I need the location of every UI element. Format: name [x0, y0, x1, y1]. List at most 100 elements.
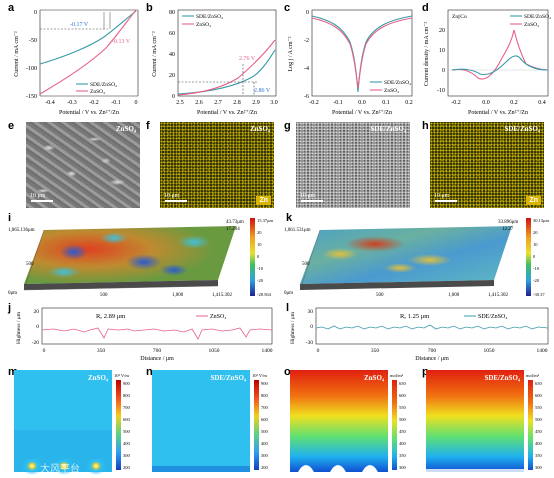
chart-d-legend-znso4: ZnSO₄	[524, 22, 539, 28]
surface-map-znso4: 1,065.136μm 43.73μm 17.204 500 0μm 500 1…	[8, 218, 274, 298]
sim-m-tick: 900	[123, 381, 131, 386]
panel-label-h: h	[422, 120, 429, 132]
surface-map-sde: 1,061.531μm 33.896μm 12.27 500 0μm 500 1…	[284, 218, 550, 298]
watermark: 大风平台	[40, 464, 80, 475]
sim-n-tick: 200	[261, 465, 269, 470]
surface-k-top-left: 1,061.531μm	[284, 228, 311, 233]
surface-k-origin: 0μm	[284, 291, 293, 296]
chart-c-xtick: 0.2	[405, 100, 413, 106]
surface-k-x1000: 1,000	[448, 293, 460, 298]
surface-i-cbar: -28.564	[257, 292, 272, 297]
surface-k-xmid: 500	[376, 293, 384, 298]
sim-p-unit: mol/m³	[526, 373, 540, 378]
sim-m-tick: 200	[123, 465, 131, 470]
chart-d-legend-sde: SDE/ZnSO₄	[524, 14, 551, 20]
chart-c-ylabel: Log j / A cm⁻²	[288, 36, 294, 71]
panel-label-n: n	[146, 366, 153, 378]
panel-label-m: m	[8, 366, 18, 378]
surface-k-ymid: 500	[302, 262, 310, 267]
profile-sde: SDE/ZnSO₄ Rₐ 1.25 μm 30 0 -30 0 350 700 …	[290, 307, 549, 362]
sim-o-tick: 550	[399, 405, 407, 410]
chart-c-legend-sde: SDE/ZnSO₄	[384, 80, 411, 86]
profile-j-xtick: 1050	[209, 348, 220, 354]
panel-label-k: k	[286, 212, 293, 224]
chart-a-xtick: 0	[135, 100, 138, 106]
profile-j-ytick: 0	[36, 324, 39, 330]
sim-o-tick: 650	[399, 381, 407, 386]
profile-l-xlabel: Distance / μm	[415, 356, 449, 362]
chart-b-xtick: 3.0	[270, 100, 278, 106]
chart-d-ytick: 0	[442, 68, 445, 74]
panel-label-a: a	[8, 2, 15, 14]
eds-map-znso4: ZnSO₄ 10 μm Zn	[160, 122, 274, 208]
chart-c-xtick: 0.0	[358, 100, 366, 106]
simulation-field-sde: SDE/ZnSO₄ 10³ V/m 900 800 700 600 500 40…	[152, 370, 269, 472]
chart-a-ytick: 0	[34, 10, 37, 16]
sim-p-tick: 300	[535, 465, 543, 470]
surface-k-cbar: 0	[533, 254, 536, 259]
chart-c-xtick: 0.1	[382, 100, 390, 106]
surface-k-top-right-1: 33.896μm	[498, 220, 518, 225]
eds-h-label: SDE/ZnSO₄	[504, 125, 540, 133]
sem-image-sde: SDE/ZnSO₄ 10 μm	[296, 122, 410, 208]
eds-h-scalebar: 10 μm	[434, 193, 450, 199]
chart-a-xtick: -0.1	[111, 100, 121, 106]
panel-label-l: l	[286, 302, 290, 314]
surface-i-origin: 0μm	[8, 291, 17, 296]
profile-j-ylabel: Highness / μm	[16, 311, 22, 344]
sim-p-label: SDE/ZnSO₄	[484, 374, 520, 382]
surface-i-cbar: 0	[257, 254, 260, 259]
profile-l-xtick: 1400	[537, 348, 548, 354]
panel-label-e: e	[8, 120, 15, 132]
profile-j-xtick: 1400	[262, 348, 273, 354]
chart-a-annotation-1: -0.17 V	[70, 22, 89, 28]
eds-f-element-badge: Zn	[256, 196, 271, 205]
chart-c-xlabel: Potential / V vs. Zn²⁺/Zn	[332, 110, 392, 116]
surface-i-top-right-1: 43.73μm	[226, 220, 244, 225]
eds-h-element-badge: Zn	[526, 196, 541, 205]
panel-label-f: f	[146, 120, 150, 132]
surface-k-cbar: 30.13μm	[533, 218, 550, 223]
sim-n-tick: 400	[261, 441, 269, 446]
panel-label-j: j	[8, 302, 12, 314]
surface-k-cbar: -10	[533, 266, 540, 271]
sim-n-unit: 10³ V/m	[252, 373, 267, 378]
sim-o-tick: 400	[399, 441, 407, 446]
chart-b-xlabel: Potential / V vs. Zn²⁺/Zn	[197, 110, 257, 116]
sim-o-tick: 450	[399, 429, 407, 434]
chart-b-ytick: 0	[172, 94, 175, 100]
surface-i-top-right-2: 17.204	[226, 227, 240, 232]
eds-map-sde: SDE/ZnSO₄ 10 μm Zn	[430, 122, 544, 208]
surface-i-ymid: 500	[26, 262, 34, 267]
sim-p-tick: 650	[535, 381, 543, 386]
chart-b-xtick: 2.5	[176, 100, 184, 106]
chart-b-annotation-1: 2.76 V	[239, 56, 256, 62]
profile-l-ytick: 0	[310, 324, 313, 330]
chart-c-xtick: -0.2	[309, 100, 319, 106]
chart-d-corner-label: Zn||Cu	[452, 14, 467, 20]
surface-i-cbar: 15.37μm	[257, 218, 274, 223]
chart-c-ytick: -6	[304, 94, 309, 100]
chart-a-xtick: -0.4	[45, 100, 55, 106]
chart-d-xtick: 0.4	[538, 100, 546, 106]
chart-c-ytick: -2	[304, 38, 309, 44]
profile-j-xtick: 0	[43, 348, 46, 354]
chart-b-xtick: 2.6	[195, 100, 203, 106]
surface-i-cbar: 10	[257, 242, 262, 247]
chart-d-xtick: -0.2	[451, 100, 461, 106]
chart-b-legend-znso4: ZnSO₄	[196, 22, 211, 28]
profile-j-legend: ZnSO₄	[210, 314, 226, 320]
chart-c-ytick: 0	[306, 10, 309, 16]
panel-label-p: p	[422, 366, 429, 378]
chart-d-xtick: 0.2	[510, 100, 518, 106]
surface-k-cbar: -30.37	[533, 292, 545, 297]
surface-k-xr: 1,415.302	[488, 293, 509, 298]
surface-i-cbar: 20	[257, 230, 262, 235]
sim-o-label: ZnSO₄	[364, 374, 385, 382]
surface-i-xmid: 500	[100, 293, 108, 298]
profile-l-legend: SDE/ZnSO₄	[478, 314, 507, 320]
profile-l-xtick: 350	[371, 348, 380, 354]
profile-j-xlabel: Distance / μm	[140, 356, 174, 362]
surface-i-x1000: 1,000	[172, 293, 184, 298]
surface-i-xr: 1,415.302	[212, 293, 233, 298]
